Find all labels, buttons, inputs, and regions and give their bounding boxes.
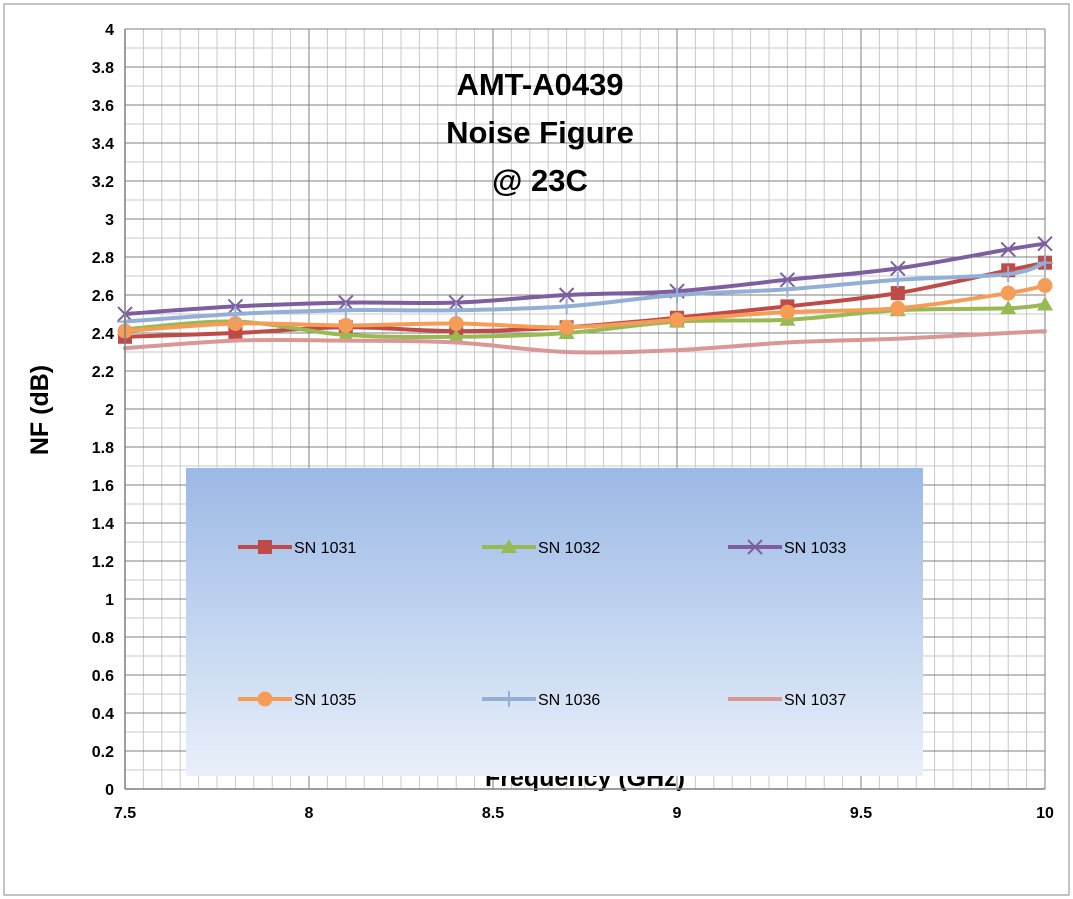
legend-label: SN 1035 — [294, 692, 356, 709]
series-line — [123, 241, 1047, 316]
data-point — [669, 287, 685, 303]
series-sn-1037 — [123, 329, 1047, 355]
legend-label: SN 1032 — [538, 540, 600, 557]
data-point — [890, 260, 906, 277]
y-tick-label: 1.2 — [92, 554, 114, 571]
x-tick-label: 9.5 — [850, 805, 872, 822]
y-tick-label: 3.8 — [92, 60, 114, 77]
series-lines — [117, 235, 1053, 355]
y-tick-label: 2.8 — [92, 250, 114, 267]
data-point — [890, 286, 905, 301]
x-tick-label: 8 — [305, 805, 314, 822]
data-point — [1000, 266, 1017, 283]
data-point — [669, 312, 685, 328]
legend-swatch-marker — [258, 540, 272, 554]
legend-item: SN 1033 — [728, 539, 846, 557]
legend: SN 1031 SN 1032 SN 1033 SN 1035 SN 1036 SN 10… — [186, 468, 923, 776]
y-tick-label: 1.8 — [92, 440, 114, 457]
legend-item: SN 1031 — [238, 540, 356, 557]
y-tick-label: 2.2 — [92, 364, 114, 381]
y-tick-label: 3.2 — [92, 174, 114, 191]
legend-item: SN 1036 — [482, 691, 600, 709]
y-axis-title: NF (dB) — [26, 365, 54, 455]
legend-swatch-marker — [501, 539, 517, 553]
y-tick-label: 1.6 — [92, 478, 114, 495]
legend-label: SN 1036 — [538, 692, 600, 709]
chart-title-line-2: Noise Figure — [446, 115, 634, 150]
data-point — [1000, 300, 1017, 315]
chart-title-line-3: @ 23C — [492, 163, 588, 198]
y-tick-label: 3 — [105, 212, 114, 229]
data-point — [448, 302, 465, 319]
data-point — [559, 319, 575, 335]
data-point — [1037, 235, 1053, 252]
y-tick-label: 0.6 — [92, 668, 114, 685]
legend-item: SN 1032 — [482, 539, 600, 557]
data-point — [227, 306, 244, 322]
y-tick-label: 3.4 — [92, 136, 114, 153]
legend-label: SN 1037 — [784, 692, 846, 709]
data-point — [779, 281, 796, 298]
series-sn-1036 — [117, 254, 1053, 330]
y-tick-label: 1 — [105, 592, 114, 609]
y-tick-label: 0 — [105, 782, 114, 799]
data-point — [337, 302, 354, 319]
x-tick-label: 10 — [1036, 805, 1054, 822]
y-tick-label: 2.6 — [92, 288, 114, 305]
series-line — [123, 329, 1047, 355]
legend-swatch-marker — [501, 691, 517, 707]
data-point — [1000, 285, 1016, 301]
y-tick-label: 0.8 — [92, 630, 114, 647]
y-tick-label: 2 — [105, 402, 114, 419]
series-line — [123, 260, 1047, 324]
tick-labels: 7.5 8 8.5 9 9.5 10 0 0.2 0.4 0.6 0.8 1 1.2 1.4 1.6 1.8 2… — [92, 22, 1054, 822]
data-point — [448, 316, 464, 331]
data-point — [338, 317, 354, 333]
series-line — [123, 283, 1047, 334]
chart-title-line-1: AMT-A0439 — [456, 67, 623, 102]
y-tick-label: 4 — [105, 22, 114, 39]
data-point — [1037, 254, 1053, 271]
legend-item: SN 1035 — [238, 691, 356, 709]
legend-label: SN 1031 — [294, 540, 356, 557]
data-point — [890, 300, 906, 316]
data-point — [889, 271, 906, 288]
data-point — [558, 298, 575, 315]
legend-item: SN 1037 — [728, 692, 846, 709]
legend-label: SN 1033 — [784, 540, 846, 557]
y-tick-label: 3.6 — [92, 98, 114, 115]
data-point — [1037, 278, 1053, 293]
data-point — [448, 328, 465, 343]
x-tick-label: 7.5 — [114, 805, 136, 822]
series-line — [123, 302, 1047, 340]
legend-box — [186, 468, 923, 776]
y-tick-label: 0.2 — [92, 744, 114, 761]
series-sn-1035 — [117, 278, 1053, 339]
y-tick-label: 1.4 — [92, 516, 114, 533]
x-tick-label: 8.5 — [482, 805, 504, 822]
legend-swatch-marker — [257, 691, 273, 707]
data-point — [779, 272, 796, 288]
axes — [124, 29, 1045, 790]
data-point — [1000, 241, 1016, 258]
data-point — [779, 304, 795, 320]
legend-swatch-marker — [747, 539, 763, 555]
data-point — [558, 287, 575, 303]
data-point — [1037, 296, 1053, 311]
y-tick-label: 2.4 — [92, 326, 114, 343]
data-point — [337, 326, 354, 341]
y-tick-label: 0.4 — [92, 706, 114, 723]
x-tick-label: 9 — [673, 805, 682, 822]
data-point — [227, 316, 243, 331]
